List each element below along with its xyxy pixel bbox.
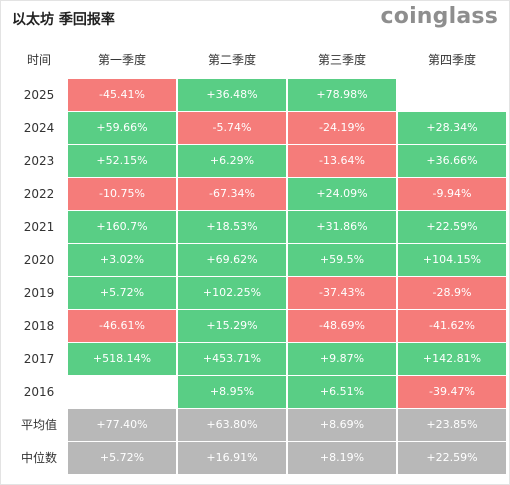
return-cell: +22.59% — [398, 211, 506, 243]
return-cell: +77.40% — [68, 409, 176, 441]
return-cell: +52.15% — [68, 145, 176, 177]
year-label: 2022 — [23, 187, 55, 201]
return-cell: +9.87% — [288, 343, 396, 375]
return-cell: +6.51% — [288, 376, 396, 408]
return-cell: +36.48% — [178, 79, 286, 111]
return-cell: +104.15% — [398, 244, 506, 276]
return-cell: +28.34% — [398, 112, 506, 144]
return-cell: +69.62% — [178, 244, 286, 276]
return-cell: +63.80% — [178, 409, 286, 441]
return-cell: +31.86% — [288, 211, 396, 243]
return-cell: -46.61% — [68, 310, 176, 342]
return-cell: +16.91% — [178, 442, 286, 474]
return-cell: +24.09% — [288, 178, 396, 210]
return-cell: -5.74% — [178, 112, 286, 144]
year-label: 2024 — [23, 121, 55, 135]
return-cell: +23.85% — [398, 409, 506, 441]
return-cell: +5.72% — [68, 277, 176, 309]
return-cell: -24.19% — [288, 112, 396, 144]
year-label: 2017 — [23, 352, 55, 366]
return-cell: -48.69% — [288, 310, 396, 342]
return-cell: -9.94% — [398, 178, 506, 210]
summary-row-label: 平均值 — [20, 418, 57, 432]
summary-row-label: 中位数 — [20, 451, 57, 465]
return-cell: -37.43% — [288, 277, 396, 309]
return-cell: +160.7% — [68, 211, 176, 243]
return-cell: +142.81% — [398, 343, 506, 375]
column-header: 第四季度 — [427, 53, 476, 67]
return-cell: -45.41% — [68, 79, 176, 111]
return-cell: +8.95% — [178, 376, 286, 408]
year-label: 2021 — [23, 220, 55, 234]
return-cell: +102.25% — [178, 277, 286, 309]
year-label: 2016 — [23, 385, 55, 399]
return-cell: -10.75% — [68, 178, 176, 210]
return-cell: -28.9% — [398, 277, 506, 309]
corner-header: 时间 — [26, 53, 51, 67]
column-header: 第三季度 — [317, 53, 366, 67]
return-cell: +18.53% — [178, 211, 286, 243]
return-cell: +22.59% — [398, 442, 506, 474]
empty-cell — [398, 79, 506, 111]
return-cell: -41.62% — [398, 310, 506, 342]
column-header: 第二季度 — [207, 53, 256, 67]
return-cell: +15.29% — [178, 310, 286, 342]
year-label: 2023 — [23, 154, 55, 168]
return-cell: +453.71% — [178, 343, 286, 375]
return-cell: +59.5% — [288, 244, 396, 276]
return-cell: -39.47% — [398, 376, 506, 408]
return-cell: +6.29% — [178, 145, 286, 177]
year-label: 2025 — [23, 88, 55, 102]
brand-logo: coinglass — [380, 4, 498, 29]
year-label: 2019 — [23, 286, 55, 300]
chart-title: 以太坊 季回报率 — [12, 12, 115, 28]
return-cell: +3.02% — [68, 244, 176, 276]
year-label: 2020 — [23, 253, 55, 267]
return-cell: +59.66% — [68, 112, 176, 144]
return-cell: +518.14% — [68, 343, 176, 375]
return-cell: +36.66% — [398, 145, 506, 177]
return-cell: -13.64% — [288, 145, 396, 177]
return-cell: -67.34% — [178, 178, 286, 210]
year-label: 2018 — [23, 319, 55, 333]
return-cell: +5.72% — [68, 442, 176, 474]
column-header: 第一季度 — [97, 53, 146, 67]
return-cell: +8.69% — [288, 409, 396, 441]
empty-cell — [68, 376, 176, 408]
return-cell: +78.98% — [288, 79, 396, 111]
return-cell: +8.19% — [288, 442, 396, 474]
